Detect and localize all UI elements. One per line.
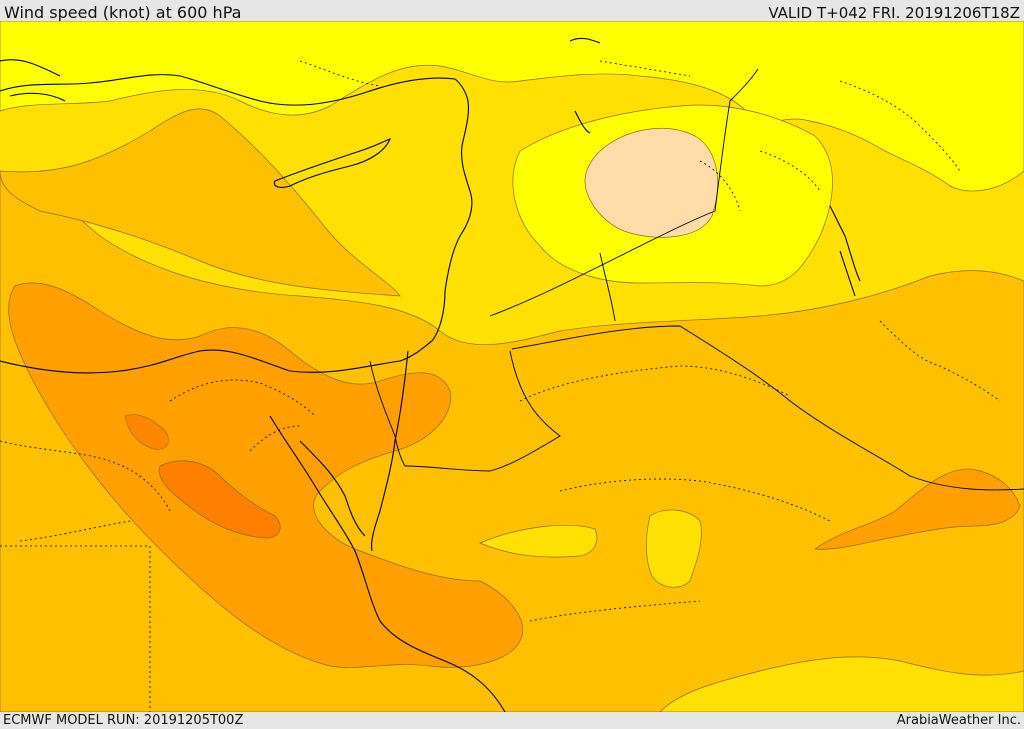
band-50-60-small xyxy=(124,414,169,450)
band-20-30-south xyxy=(659,656,1024,712)
map-canvas xyxy=(0,21,1024,712)
country-borders xyxy=(369,68,1024,491)
map-title: Wind speed (knot) at 600 hPa xyxy=(4,3,242,22)
band-30-40-med xyxy=(0,108,401,297)
band-40-50-diagonal xyxy=(8,282,523,668)
footer-bar: ECMWF MODEL RUN: 20191205T00Z ArabiaWeat… xyxy=(0,712,1024,729)
credit-label: ArabiaWeather Inc. xyxy=(896,713,1021,728)
model-run-label: ECMWF MODEL RUN: 20191205T00Z xyxy=(3,713,244,728)
wind-speed-map[interactable] xyxy=(0,21,1024,712)
band-50-60-core xyxy=(158,460,281,539)
band-20-30-pocket-2 xyxy=(479,524,598,558)
band-10-20-north xyxy=(0,21,1024,192)
valid-time-label: VALID T+042 FRI. 20191206T18Z xyxy=(768,4,1020,22)
coastlines xyxy=(0,37,861,712)
admin-lines xyxy=(0,60,1001,712)
calm-pocket xyxy=(584,127,718,238)
band-20-30-pocket-1 xyxy=(646,509,702,588)
title-bar: Wind speed (knot) at 600 hPa VALID T+042… xyxy=(0,0,1024,22)
